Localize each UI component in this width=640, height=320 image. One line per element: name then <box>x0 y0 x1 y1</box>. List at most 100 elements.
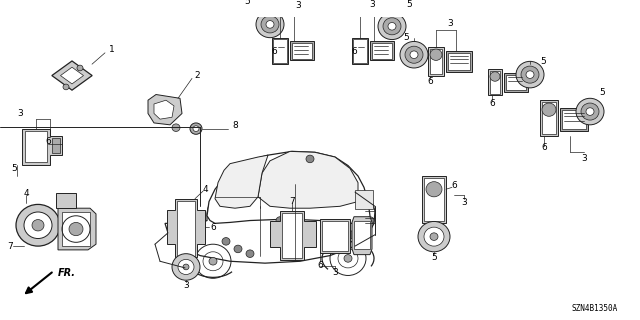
Text: 3: 3 <box>183 281 189 290</box>
Bar <box>488 69 502 95</box>
Bar <box>353 39 367 63</box>
Text: 3: 3 <box>581 155 587 164</box>
Circle shape <box>222 237 230 245</box>
Bar <box>428 47 444 76</box>
Circle shape <box>32 220 44 231</box>
Polygon shape <box>154 100 174 119</box>
Polygon shape <box>148 94 182 125</box>
Bar <box>422 176 446 223</box>
Text: 6: 6 <box>427 77 433 86</box>
Text: FR.: FR. <box>58 268 76 278</box>
Circle shape <box>266 20 274 28</box>
Bar <box>272 38 288 64</box>
Circle shape <box>354 245 362 253</box>
Circle shape <box>190 123 202 134</box>
Bar <box>446 51 472 72</box>
Circle shape <box>209 258 217 265</box>
Bar <box>273 39 287 63</box>
Bar <box>490 71 500 93</box>
Circle shape <box>172 254 200 280</box>
Circle shape <box>348 231 356 238</box>
Polygon shape <box>258 151 358 208</box>
Circle shape <box>261 16 279 33</box>
Text: 3: 3 <box>461 198 467 207</box>
Circle shape <box>542 103 556 116</box>
Bar <box>504 73 528 92</box>
Text: 3: 3 <box>17 109 23 118</box>
Bar <box>322 220 348 251</box>
Bar <box>560 108 588 131</box>
Bar <box>320 219 350 253</box>
Bar <box>370 42 394 60</box>
Text: 5: 5 <box>244 0 250 6</box>
Bar <box>424 178 444 221</box>
Text: 3: 3 <box>369 0 375 9</box>
Circle shape <box>234 245 242 253</box>
Bar <box>540 100 558 136</box>
Bar <box>292 43 312 59</box>
Circle shape <box>69 222 83 236</box>
Text: 7: 7 <box>289 197 295 206</box>
Circle shape <box>178 260 194 275</box>
Polygon shape <box>215 155 268 208</box>
Circle shape <box>276 217 284 224</box>
Text: 6: 6 <box>489 99 495 108</box>
Text: 6: 6 <box>351 47 357 56</box>
Polygon shape <box>352 217 372 255</box>
Bar <box>62 212 90 246</box>
Circle shape <box>256 11 284 38</box>
Bar <box>354 220 370 249</box>
Circle shape <box>516 61 544 88</box>
Text: 5: 5 <box>599 88 605 97</box>
Bar <box>562 110 586 129</box>
Text: 5: 5 <box>403 33 409 42</box>
Circle shape <box>16 204 60 246</box>
Bar <box>542 102 556 134</box>
Circle shape <box>172 124 180 132</box>
Polygon shape <box>61 67 83 84</box>
Circle shape <box>344 255 352 262</box>
Circle shape <box>581 103 599 120</box>
Text: 5: 5 <box>406 0 412 9</box>
Text: 6: 6 <box>317 261 323 270</box>
Circle shape <box>77 65 83 71</box>
Circle shape <box>63 84 69 90</box>
Polygon shape <box>167 199 205 258</box>
Bar <box>25 132 47 162</box>
Circle shape <box>388 22 396 30</box>
Bar <box>352 38 368 64</box>
Bar <box>290 42 314 60</box>
Circle shape <box>424 227 444 246</box>
Text: 6: 6 <box>451 181 457 190</box>
Circle shape <box>410 51 418 59</box>
Circle shape <box>526 71 534 78</box>
Text: 4: 4 <box>23 188 29 197</box>
Text: 1: 1 <box>109 45 115 54</box>
Circle shape <box>576 98 604 125</box>
Polygon shape <box>207 151 370 223</box>
Text: 5: 5 <box>540 57 546 66</box>
Bar <box>282 213 302 259</box>
Text: 4: 4 <box>202 185 208 194</box>
Circle shape <box>24 212 52 238</box>
Circle shape <box>358 226 366 234</box>
Text: 5: 5 <box>11 164 17 173</box>
Polygon shape <box>165 184 375 263</box>
Circle shape <box>183 264 189 270</box>
Circle shape <box>246 250 254 258</box>
Bar <box>430 49 442 74</box>
Circle shape <box>430 49 442 60</box>
Circle shape <box>490 72 500 81</box>
Bar <box>372 43 392 59</box>
Text: 3: 3 <box>332 268 338 277</box>
Text: 8: 8 <box>232 121 238 130</box>
Polygon shape <box>52 61 92 90</box>
Bar <box>355 190 373 209</box>
Bar <box>52 138 60 153</box>
Bar <box>448 53 470 70</box>
Circle shape <box>405 46 423 63</box>
Circle shape <box>336 236 344 243</box>
Circle shape <box>521 66 539 83</box>
Text: 6: 6 <box>210 223 216 232</box>
Text: 3: 3 <box>447 19 453 28</box>
